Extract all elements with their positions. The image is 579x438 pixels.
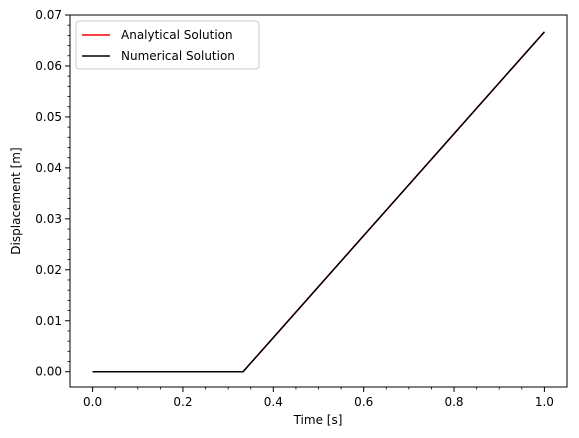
x-tick-label: 1.0: [535, 395, 554, 409]
y-axis-label: Displacement [m]: [9, 147, 23, 254]
axes-frame: [69, 14, 568, 388]
legend-box: [75, 20, 260, 70]
series-line-numerical: [92, 31, 545, 373]
legend-label: Analytical Solution: [121, 28, 233, 42]
x-tick-label: 0.0: [83, 395, 102, 409]
y-tick-label: 0.02: [35, 263, 62, 277]
plot-area: [92, 31, 545, 373]
x-axis-label: Time [s]: [293, 413, 343, 427]
y-tick-label: 0.06: [35, 59, 62, 73]
legend: Analytical Solution Numerical Solution: [75, 20, 260, 70]
legend-label: Numerical Solution: [121, 49, 235, 63]
y-axis: 0.00 0.01 0.02 0.03 0.04 0.05 0.06 0.07: [35, 8, 70, 379]
x-tick-label: 0.4: [264, 395, 283, 409]
y-tick-label: 0.04: [35, 161, 62, 175]
x-tick-label: 0.8: [444, 395, 463, 409]
x-axis: 0.0 0.2 0.4 0.6 0.8 1.0: [83, 387, 554, 409]
y-tick-label: 0.07: [35, 8, 62, 22]
y-tick-label: 0.03: [35, 212, 62, 226]
series-line-analytical: [92, 31, 545, 373]
y-tick-label: 0.01: [35, 314, 62, 328]
x-tick-label: 0.2: [173, 395, 192, 409]
x-tick-label: 0.6: [354, 395, 373, 409]
y-tick-label: 0.05: [35, 110, 62, 124]
y-tick-label: 0.00: [35, 365, 62, 379]
